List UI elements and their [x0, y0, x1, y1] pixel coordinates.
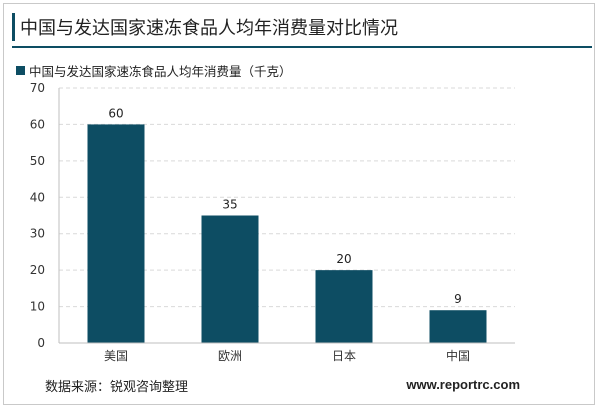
bar-value-label: 20 [336, 252, 351, 266]
x-tick-label: 美国 [104, 349, 128, 363]
y-axis: 0 10 20 30 40 50 60 70 [30, 81, 60, 350]
y-tick-label: 30 [30, 227, 45, 241]
title-accent-bar [12, 13, 15, 41]
x-tick-label: 日本 [332, 349, 356, 363]
bar-value-label: 9 [454, 292, 462, 306]
x-tick-label: 中国 [446, 348, 470, 363]
bar-value-label: 60 [108, 106, 123, 120]
bar [201, 215, 259, 343]
y-tick-label: 10 [30, 300, 45, 314]
bar [87, 124, 145, 343]
data-labels: 60 35 20 9 [108, 106, 461, 306]
y-tick-label: 20 [30, 263, 45, 277]
bar-value-label: 35 [222, 198, 237, 212]
x-axis: 美国 欧洲 日本 中国 [59, 342, 515, 363]
bars [87, 124, 487, 343]
legend-label: 中国与发达国家速冻食品人均年消费量（千克） [29, 64, 292, 79]
y-tick-label: 60 [30, 117, 45, 131]
y-tick-label: 70 [30, 81, 45, 95]
y-tick-label: 40 [30, 190, 45, 204]
chart-title: 中国与发达国家速冻食品人均年消费量对比情况 [20, 18, 398, 39]
y-tick-label: 50 [30, 154, 45, 168]
title-underline [12, 46, 592, 48]
source-note: 数据来源：锐观咨询整理 [45, 380, 189, 395]
x-tick-label: 欧洲 [218, 349, 242, 363]
legend: 中国与发达国家速冻食品人均年消费量（千克） [16, 61, 292, 80]
website-watermark: www.reportrc.com [406, 377, 520, 392]
gridlines [59, 87, 515, 308]
bar [429, 310, 487, 343]
legend-swatch [16, 66, 25, 75]
bar [315, 270, 373, 343]
y-tick-label: 0 [37, 336, 45, 350]
